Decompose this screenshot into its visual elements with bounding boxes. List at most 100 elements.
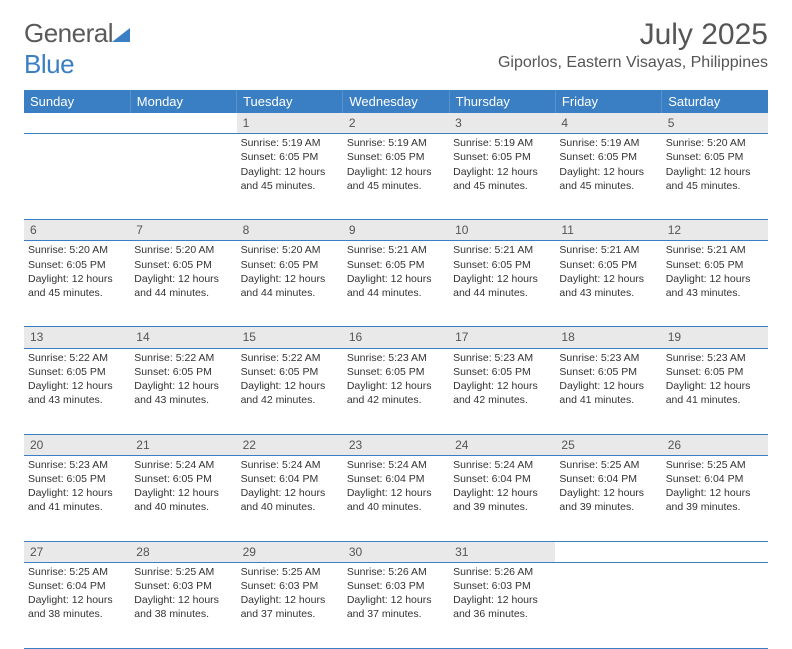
- day-header: Wednesday: [343, 90, 449, 113]
- sunset: Sunset: 6:04 PM: [666, 472, 764, 486]
- logo: General Blue: [24, 18, 130, 80]
- daylight: Daylight: 12 hours and 40 minutes.: [241, 486, 339, 514]
- daynum-row: 6789101112: [24, 220, 768, 241]
- daynum-cell: 5: [662, 113, 768, 134]
- day-body: Sunrise: 5:20 AMSunset: 6:05 PMDaylight:…: [28, 241, 126, 300]
- day-body: Sunrise: 5:24 AMSunset: 6:04 PMDaylight:…: [241, 456, 339, 515]
- sunrise: Sunrise: 5:26 AM: [347, 565, 445, 579]
- day-cell: Sunrise: 5:25 AMSunset: 6:04 PMDaylight:…: [662, 455, 768, 541]
- sunset: Sunset: 6:04 PM: [347, 472, 445, 486]
- day-body: Sunrise: 5:21 AMSunset: 6:05 PMDaylight:…: [453, 241, 551, 300]
- sunset: Sunset: 6:05 PM: [347, 150, 445, 164]
- daylight: Daylight: 12 hours and 41 minutes.: [28, 486, 126, 514]
- day-header: Thursday: [449, 90, 555, 113]
- day-cell: Sunrise: 5:25 AMSunset: 6:04 PMDaylight:…: [24, 562, 130, 648]
- daynum-row: 2728293031: [24, 541, 768, 562]
- day-body: Sunrise: 5:22 AMSunset: 6:05 PMDaylight:…: [134, 349, 232, 408]
- calendar-body: 12345Sunrise: 5:19 AMSunset: 6:05 PMDayl…: [24, 113, 768, 648]
- daynum-cell: 8: [237, 220, 343, 241]
- daynum-cell: 18: [555, 327, 661, 348]
- logo-text: General Blue: [24, 18, 130, 80]
- month-title: July 2025: [498, 18, 768, 52]
- daynum-cell: 24: [449, 434, 555, 455]
- day-number: 7: [130, 220, 236, 240]
- day-number: 25: [555, 435, 661, 455]
- daynum-cell: 6: [24, 220, 130, 241]
- day-cell: Sunrise: 5:22 AMSunset: 6:05 PMDaylight:…: [24, 348, 130, 434]
- day-number: 1: [237, 113, 343, 133]
- sunrise: Sunrise: 5:22 AM: [28, 351, 126, 365]
- day-body: Sunrise: 5:21 AMSunset: 6:05 PMDaylight:…: [666, 241, 764, 300]
- day-cell: Sunrise: 5:19 AMSunset: 6:05 PMDaylight:…: [555, 134, 661, 220]
- day-number: [24, 113, 130, 117]
- sunset: Sunset: 6:04 PM: [241, 472, 339, 486]
- logo-part1: General: [24, 18, 113, 48]
- daynum-cell: 11: [555, 220, 661, 241]
- sunrise: Sunrise: 5:20 AM: [134, 243, 232, 257]
- day-number: [662, 542, 768, 546]
- day-cell: Sunrise: 5:26 AMSunset: 6:03 PMDaylight:…: [449, 562, 555, 648]
- day-number: 11: [555, 220, 661, 240]
- day-number: 20: [24, 435, 130, 455]
- sunrise: Sunrise: 5:23 AM: [453, 351, 551, 365]
- day-body: Sunrise: 5:19 AMSunset: 6:05 PMDaylight:…: [453, 134, 551, 193]
- sunrise: Sunrise: 5:23 AM: [666, 351, 764, 365]
- day-number: 27: [24, 542, 130, 562]
- sunrise: Sunrise: 5:25 AM: [134, 565, 232, 579]
- week-row: Sunrise: 5:23 AMSunset: 6:05 PMDaylight:…: [24, 455, 768, 541]
- day-body: Sunrise: 5:23 AMSunset: 6:05 PMDaylight:…: [453, 349, 551, 408]
- sunset: Sunset: 6:05 PM: [134, 472, 232, 486]
- sunset: Sunset: 6:05 PM: [28, 258, 126, 272]
- daynum-cell: 27: [24, 541, 130, 562]
- day-cell: Sunrise: 5:21 AMSunset: 6:05 PMDaylight:…: [343, 241, 449, 327]
- sunrise: Sunrise: 5:21 AM: [453, 243, 551, 257]
- daynum-cell: 28: [130, 541, 236, 562]
- daylight: Daylight: 12 hours and 44 minutes.: [453, 272, 551, 300]
- day-number: [555, 542, 661, 546]
- sunset: Sunset: 6:05 PM: [28, 365, 126, 379]
- day-cell: Sunrise: 5:21 AMSunset: 6:05 PMDaylight:…: [449, 241, 555, 327]
- sunset: Sunset: 6:05 PM: [559, 150, 657, 164]
- sunset: Sunset: 6:03 PM: [241, 579, 339, 593]
- logo-part2: Blue: [24, 49, 74, 79]
- week-row: Sunrise: 5:22 AMSunset: 6:05 PMDaylight:…: [24, 348, 768, 434]
- daylight: Daylight: 12 hours and 45 minutes.: [666, 165, 764, 193]
- daylight: Daylight: 12 hours and 42 minutes.: [241, 379, 339, 407]
- daynum-cell: 15: [237, 327, 343, 348]
- day-body: Sunrise: 5:22 AMSunset: 6:05 PMDaylight:…: [241, 349, 339, 408]
- sunset: Sunset: 6:05 PM: [134, 258, 232, 272]
- week-row: Sunrise: 5:20 AMSunset: 6:05 PMDaylight:…: [24, 241, 768, 327]
- sunrise: Sunrise: 5:19 AM: [347, 136, 445, 150]
- day-number: 3: [449, 113, 555, 133]
- day-cell: Sunrise: 5:21 AMSunset: 6:05 PMDaylight:…: [555, 241, 661, 327]
- day-header: Sunday: [24, 90, 130, 113]
- day-header: Monday: [130, 90, 236, 113]
- logo-triangle-icon: [112, 28, 130, 42]
- daynum-cell: 23: [343, 434, 449, 455]
- day-number: 30: [343, 542, 449, 562]
- sunset: Sunset: 6:03 PM: [134, 579, 232, 593]
- sunrise: Sunrise: 5:21 AM: [559, 243, 657, 257]
- day-cell: Sunrise: 5:24 AMSunset: 6:04 PMDaylight:…: [449, 455, 555, 541]
- sunrise: Sunrise: 5:23 AM: [559, 351, 657, 365]
- daylight: Daylight: 12 hours and 36 minutes.: [453, 593, 551, 621]
- day-cell: Sunrise: 5:25 AMSunset: 6:04 PMDaylight:…: [555, 455, 661, 541]
- day-cell: Sunrise: 5:20 AMSunset: 6:05 PMDaylight:…: [662, 134, 768, 220]
- day-body: Sunrise: 5:25 AMSunset: 6:04 PMDaylight:…: [666, 456, 764, 515]
- day-cell: Sunrise: 5:25 AMSunset: 6:03 PMDaylight:…: [130, 562, 236, 648]
- daylight: Daylight: 12 hours and 45 minutes.: [28, 272, 126, 300]
- day-cell: Sunrise: 5:19 AMSunset: 6:05 PMDaylight:…: [343, 134, 449, 220]
- day-number: 2: [343, 113, 449, 133]
- day-header: Saturday: [662, 90, 768, 113]
- sunset: Sunset: 6:05 PM: [453, 365, 551, 379]
- day-number: 21: [130, 435, 236, 455]
- day-body: Sunrise: 5:24 AMSunset: 6:04 PMDaylight:…: [347, 456, 445, 515]
- sunset: Sunset: 6:03 PM: [347, 579, 445, 593]
- day-cell: [555, 562, 661, 648]
- sunrise: Sunrise: 5:19 AM: [453, 136, 551, 150]
- daynum-row: 20212223242526: [24, 434, 768, 455]
- calendar-head: SundayMondayTuesdayWednesdayThursdayFrid…: [24, 90, 768, 113]
- day-number: 16: [343, 327, 449, 347]
- day-cell: Sunrise: 5:19 AMSunset: 6:05 PMDaylight:…: [449, 134, 555, 220]
- daynum-cell: 21: [130, 434, 236, 455]
